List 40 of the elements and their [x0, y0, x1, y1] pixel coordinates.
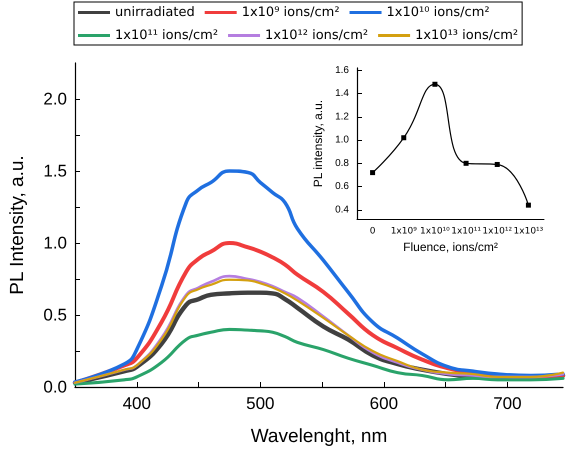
point — [370, 170, 376, 176]
legend-label: 1x10¹¹ ions/cm² — [115, 28, 218, 43]
x-tick-label: 700 — [493, 394, 522, 413]
x-tick-label: 0 — [370, 226, 376, 237]
y-tick-label: 0.6 — [335, 181, 350, 192]
legend-label: 1x10¹⁰ ions/cm² — [386, 5, 490, 20]
y-tick-label: 1.5 — [43, 162, 67, 180]
x-axis-title: Fluence, ions/cm² — [403, 240, 498, 254]
x-tick-label: 600 — [370, 394, 398, 413]
y-tick-label: 1.0 — [335, 134, 350, 146]
x-tick-label: 1x10¹³ — [514, 226, 544, 237]
y-tick-label: 1.6 — [335, 64, 350, 76]
legend-label: 1x10¹² ions/cm² — [265, 28, 368, 43]
point — [494, 162, 500, 167]
legend-label: 1x10⁹ ions/cm² — [242, 5, 340, 20]
line-series — [73, 169, 565, 384]
legend-label: unirradiated — [115, 5, 195, 20]
point — [526, 202, 531, 208]
y-axis-title: PL intensity, a.u. — [311, 100, 326, 188]
x-tick-label: 1x10⁹ — [390, 226, 418, 237]
line-series — [73, 328, 565, 386]
y-tick-label: 0.8 — [335, 158, 350, 169]
y-tick-label: 2.0 — [43, 90, 67, 108]
x-tick-label: 400 — [122, 394, 151, 413]
point — [401, 135, 406, 140]
y-axis-title: PL Intensity, a.u. — [7, 155, 28, 295]
y-tick-label: 1.4 — [335, 88, 350, 100]
x-axis-title: Wavelenght, nm — [250, 426, 388, 447]
y-tick-label: 1.0 — [43, 234, 67, 252]
x-tick-label: 500 — [246, 394, 275, 413]
y-tick-label: 0.0 — [43, 378, 67, 396]
y-tick-label: 1.2 — [335, 111, 350, 122]
y-tick-label: 0.5 — [43, 306, 67, 324]
x-tick-label: 1x10¹⁰ — [420, 226, 450, 237]
legend-label: 1x10¹³ ions/cm² — [415, 28, 518, 43]
y-tick-label: 0.4 — [335, 204, 350, 216]
point — [464, 160, 469, 166]
point — [432, 82, 438, 87]
x-tick-label: 1x10¹² — [482, 226, 512, 237]
x-tick-label: 1x10¹¹ — [451, 226, 482, 237]
